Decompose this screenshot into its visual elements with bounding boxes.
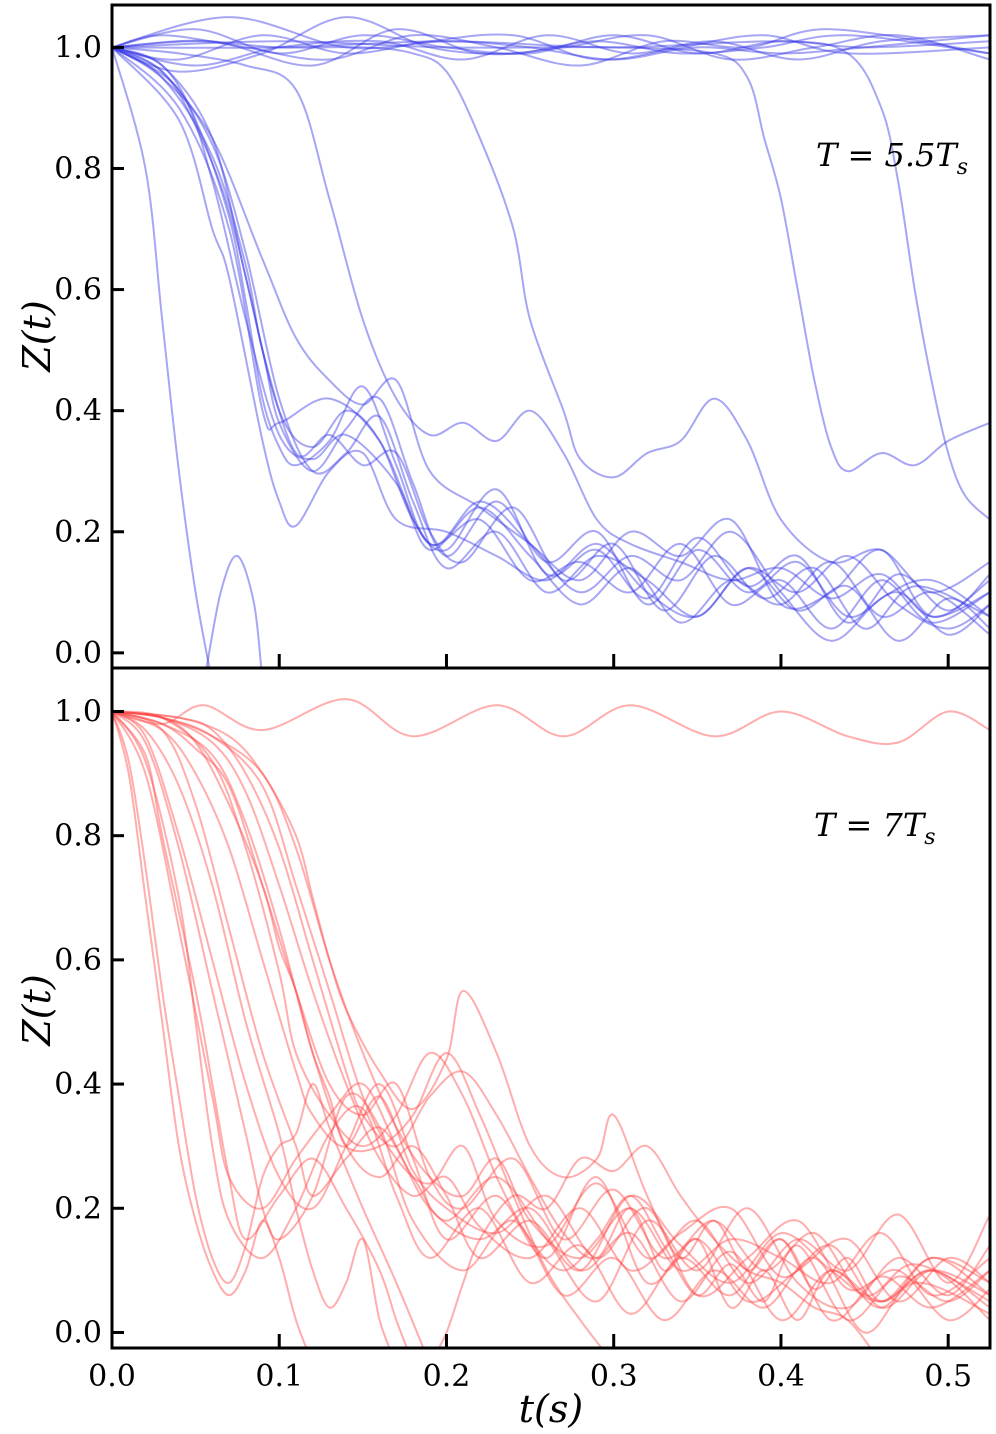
top-series-5	[112, 28, 990, 67]
bottom-x-tick-label: 0.5	[924, 1359, 972, 1394]
top-series-7	[112, 16, 990, 73]
top-series-20	[112, 40, 990, 594]
panel-top: 0.0 0.2 0.4 0.6 0.8 1.0 T = 5.5Ts Z(t)	[15, 3, 992, 671]
bottom-series-13	[112, 711, 308, 1348]
bottom-y-tick-label: 0.6	[54, 943, 102, 978]
bottom-x-tick-label: 0.2	[423, 1359, 471, 1394]
bottom-y-ticks: 0.0 0.2 0.4 0.6 0.8 1.0	[54, 694, 124, 1350]
bottom-series-18	[112, 710, 990, 1309]
bottom-series-14	[112, 711, 425, 1348]
bottom-y-tick-label: 0.4	[54, 1067, 102, 1102]
bottom-series-20	[112, 710, 990, 1322]
top-series-22	[112, 40, 990, 521]
bottom-x-tick-label: 0.3	[590, 1359, 638, 1394]
top-y-tick-label: 1.0	[54, 30, 102, 65]
bottom-x-ticks: 0.0 0.1 0.2 0.3 0.4 0.5	[88, 1334, 972, 1394]
bottom-series-8	[112, 710, 990, 1303]
bottom-y-axis-label: Z(t)	[15, 974, 59, 1046]
bottom-y-tick-label: 1.0	[54, 694, 102, 729]
top-series-11	[112, 46, 990, 642]
bottom-y-tick-label: 0.0	[54, 1315, 102, 1350]
bottom-x-tick-label: 0.1	[255, 1359, 303, 1394]
top-y-tick-label: 0.6	[54, 273, 102, 308]
bottom-plot-frame	[110, 666, 992, 1350]
bottom-series-3	[112, 710, 990, 1322]
top-series-17	[112, 47, 211, 668]
top-series-9	[112, 46, 990, 636]
bottom-series-4	[112, 710, 990, 1334]
panel-bottom: 0.0 0.2 0.4 0.6 0.8 1.0 0.0 0.1 0.2 0.3 0.4 0.5 T …	[15, 666, 992, 1431]
top-y-ticks: 0.0 0.2 0.4 0.6 0.8 1.0	[54, 30, 124, 671]
top-y-axis-label: Z(t)	[15, 300, 59, 372]
top-series-10	[112, 46, 990, 630]
top-series-15	[112, 46, 990, 630]
top-y-tick-label: 0.0	[54, 636, 102, 671]
bottom-series-17	[112, 710, 603, 1348]
top-series-13	[112, 46, 990, 636]
top-series-2	[112, 33, 990, 61]
bottom-x-tick-label: 0.4	[757, 1359, 805, 1394]
bottom-series-1	[112, 698, 990, 746]
bottom-y-tick-label: 0.2	[54, 1191, 102, 1226]
bottom-series-19	[112, 710, 990, 1322]
bottom-series-6	[112, 710, 990, 1310]
top-series-6	[112, 16, 990, 61]
top-series-16	[112, 46, 990, 618]
bottom-series-10	[112, 710, 990, 1309]
bottom-series-7	[112, 710, 990, 1322]
bottom-series-15	[112, 710, 408, 1348]
top-series-8	[112, 46, 990, 630]
top-series-18	[205, 554, 263, 668]
bottom-series-21	[437, 1144, 872, 1348]
top-y-tick-label: 0.2	[54, 515, 102, 550]
top-series-1	[112, 28, 990, 55]
bottom-series-9	[112, 710, 990, 1303]
bottom-series-5	[112, 710, 990, 1304]
top-lines	[112, 16, 990, 668]
bottom-series-12	[112, 710, 990, 1297]
bottom-series-16	[112, 710, 391, 1348]
top-series-14	[112, 46, 990, 642]
bottom-y-tick-label: 0.8	[54, 819, 102, 854]
top-y-tick-label: 0.4	[54, 394, 102, 429]
top-x-ticks	[277, 654, 950, 668]
top-y-tick-label: 0.8	[54, 151, 102, 186]
bottom-lines	[112, 698, 990, 1348]
top-series-3	[112, 28, 990, 67]
top-annotation: T = 5.5Ts	[816, 136, 968, 180]
top-series-12	[112, 46, 990, 624]
top-series-21	[112, 40, 990, 473]
x-axis-label: t(s)	[519, 1387, 583, 1431]
bottom-series-11	[112, 710, 990, 1284]
top-series-19	[112, 46, 990, 618]
bottom-annotation: T = 7Ts	[814, 806, 936, 850]
bottom-series-2	[112, 711, 990, 1322]
top-series-4	[112, 34, 990, 67]
bottom-x-tick-label: 0.0	[88, 1359, 136, 1394]
